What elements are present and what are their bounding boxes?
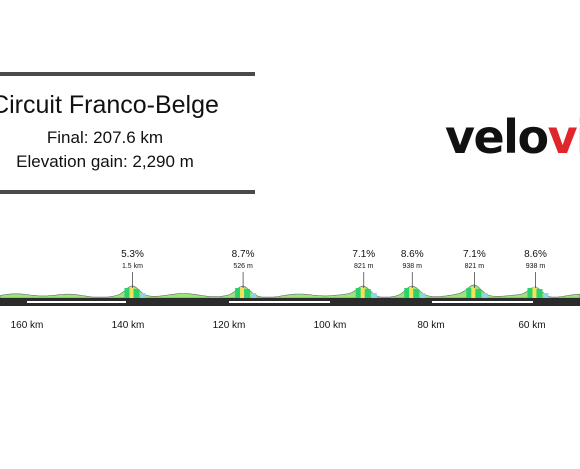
- climb-marker: 7.1% 821 m: [463, 249, 486, 288]
- climb-gradient: 8.7%: [232, 249, 255, 260]
- climb-patch-mid: [133, 289, 139, 298]
- climb-patch-descent: [251, 293, 256, 298]
- climb-gradient: 5.3%: [121, 249, 144, 260]
- climb-patch-mid: [475, 289, 481, 298]
- climb-patch-descent: [420, 293, 425, 298]
- terrain-layer: [0, 285, 580, 298]
- climb-patch-mid: [466, 288, 471, 298]
- climb-gradient: 7.1%: [352, 249, 375, 260]
- climb-patch-descent: [482, 293, 487, 298]
- climb-patch-steep: [471, 287, 475, 298]
- km-tick-label: 60 km: [518, 320, 545, 331]
- climb-length: 526 m: [233, 263, 253, 270]
- climb-marker: 8.6% 938 m: [401, 249, 424, 288]
- climb-patch-steep: [409, 287, 413, 298]
- climb-patch-steep: [129, 287, 133, 298]
- terrain-profile: [0, 285, 580, 298]
- distance-bar-segment: [432, 301, 533, 303]
- distance-bar-segment: [27, 301, 126, 303]
- climb-patch-mid: [527, 288, 532, 298]
- climb-patch-descent: [140, 293, 145, 298]
- climb-marker: 7.1% 821 m: [352, 249, 375, 288]
- climb-marker: 5.3% 1.5 km: [121, 249, 144, 288]
- km-ticks: 160 km 140 km 120 km 100 km 80 km 60 km: [11, 320, 546, 331]
- climb-length: 938 m: [403, 263, 423, 270]
- km-tick-label: 160 km: [11, 320, 44, 331]
- climb-patch-mid: [536, 289, 542, 298]
- climb-patch-mid: [124, 288, 129, 298]
- climb-gradient: 8.6%: [401, 249, 424, 260]
- climb-patch-descent: [372, 293, 377, 298]
- climb-gradient: 8.6%: [524, 249, 547, 260]
- climb-patch-mid: [235, 288, 240, 298]
- climb-patch-descent: [543, 293, 548, 298]
- climb-patch-steep: [532, 287, 536, 298]
- climb-labels: 5.3% 1.5 km 8.7% 526 m 7.1% 821 m 8.6% 938 m 7.1…: [121, 249, 547, 288]
- climb-patch-mid: [356, 288, 361, 298]
- climb-marker: 8.7% 526 m: [232, 249, 255, 288]
- km-tick-label: 80 km: [417, 320, 444, 331]
- climb-length: 821 m: [465, 263, 485, 270]
- climb-length: 1.5 km: [122, 263, 143, 270]
- km-tick-label: 120 km: [213, 320, 246, 331]
- climb-patch-steep: [361, 287, 365, 298]
- km-tick-label: 100 km: [314, 320, 347, 331]
- climb-gradient: 7.1%: [463, 249, 486, 260]
- climb-patch-mid: [413, 289, 419, 298]
- km-tick-label: 140 km: [112, 320, 145, 331]
- climb-marker: 8.6% 938 m: [524, 249, 547, 288]
- climb-length: 938 m: [526, 263, 546, 270]
- distance-bar-segment: [229, 301, 330, 303]
- distance-bar: [0, 298, 580, 306]
- climb-length: 821 m: [354, 263, 374, 270]
- climb-patch-mid: [365, 289, 371, 298]
- climb-patch-mid: [244, 289, 250, 298]
- climb-patch-mid: [404, 288, 409, 298]
- climb-patch-steep: [240, 287, 244, 298]
